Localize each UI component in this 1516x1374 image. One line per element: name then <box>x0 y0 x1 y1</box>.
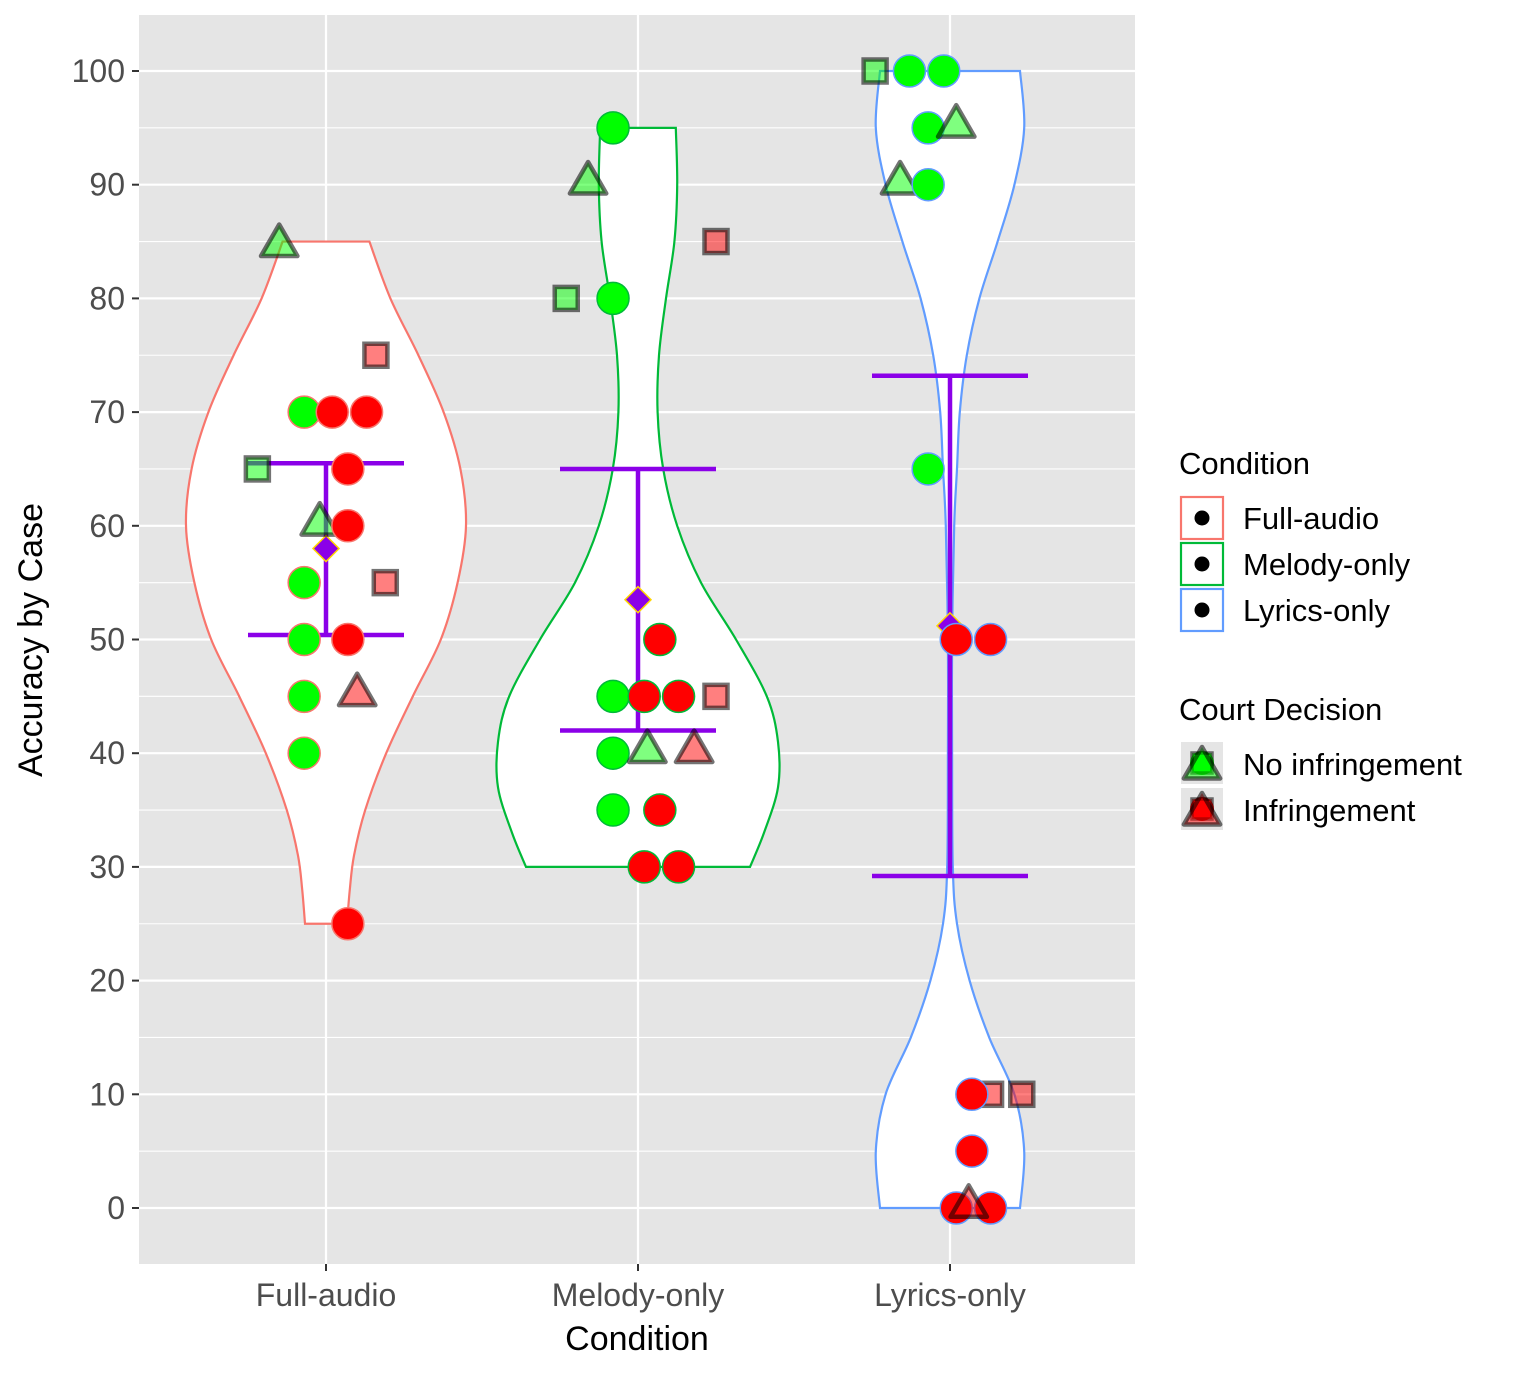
legend-label: Infringement <box>1243 793 1416 828</box>
x-tick-label: Full-audio <box>256 1277 397 1313</box>
data-point-circle <box>349 395 384 429</box>
data-point-circle <box>287 736 321 770</box>
data-point-circle <box>892 54 927 88</box>
legend-key-triangle <box>1181 744 1223 781</box>
data-point-square <box>243 455 272 483</box>
mean-marker <box>623 585 653 614</box>
x-axis-title: Condition <box>565 1320 709 1358</box>
y-tick-label: 50 <box>89 622 125 658</box>
legend-label: Melody-only <box>1243 547 1411 582</box>
legend-label: Lyrics-only <box>1243 593 1390 628</box>
data-point-circle <box>331 622 365 657</box>
data-point-square <box>1008 1080 1036 1109</box>
data-point-triangle <box>948 1183 990 1220</box>
data-point-square <box>552 284 580 313</box>
data-point-square <box>371 568 400 597</box>
y-tick-label: 0 <box>107 1190 125 1226</box>
data-point-circle <box>661 679 696 714</box>
y-tick-label: 60 <box>89 508 125 544</box>
x-tick-label: Melody-only <box>552 1277 725 1313</box>
data-point-triangle <box>626 728 668 765</box>
data-point-circle <box>596 793 630 827</box>
data-point-circle <box>596 679 630 714</box>
data-point-circle <box>955 1077 989 1112</box>
data-point-circle <box>627 850 661 884</box>
data-point-square <box>861 57 889 85</box>
legend-key-dot <box>1194 510 1210 526</box>
data-point-square <box>702 227 730 256</box>
mean-marker <box>311 534 341 563</box>
y-tick-label: 20 <box>89 963 125 999</box>
legend-key-dot <box>1194 602 1210 618</box>
data-point-circle <box>596 736 630 770</box>
data-points <box>243 54 1036 1225</box>
y-tick-label: 30 <box>89 849 125 885</box>
data-point-circle <box>287 622 321 657</box>
data-point-circle <box>315 395 349 429</box>
data-point-square <box>702 682 730 711</box>
y-tick-label: 80 <box>89 280 125 316</box>
data-point-circle <box>911 167 945 202</box>
legend-label: Full-audio <box>1243 501 1379 536</box>
data-point-circle <box>331 907 365 941</box>
data-point-triangle <box>258 222 300 259</box>
data-point-circle <box>643 622 677 657</box>
data-point-circle <box>955 1134 989 1168</box>
y-tick-label: 90 <box>89 167 125 203</box>
data-point-circle <box>927 54 961 88</box>
y-tick-label: 70 <box>89 394 125 430</box>
data-point-circle <box>287 679 321 714</box>
legend-key-triangle <box>1181 790 1223 827</box>
data-point-circle <box>287 395 321 429</box>
data-point-triangle <box>299 500 341 537</box>
legend: Condition Full-audio Melody-only Lyrics-on… <box>1179 446 1462 830</box>
legend-label: No infringement <box>1243 747 1462 782</box>
x-tick-label: Lyrics-only <box>874 1277 1026 1313</box>
data-point-circle <box>596 281 630 316</box>
legend-condition-items: Full-audio Melody-only Lyrics-only <box>1179 495 1411 633</box>
y-axis-title: Accuracy by Case <box>12 503 50 777</box>
data-point-circle <box>627 679 661 714</box>
legend-decision-title: Court Decision <box>1179 692 1382 727</box>
x-tick-labels: Full-audio Melody-only Lyrics-only <box>256 1264 1026 1313</box>
data-point-circle <box>911 111 945 145</box>
y-tick-label: 100 <box>72 53 125 89</box>
legend-key-dot <box>1194 556 1210 572</box>
data-point-triangle <box>336 671 378 708</box>
data-point-circle <box>331 509 365 543</box>
data-point-circle <box>643 793 677 827</box>
y-tick-label: 40 <box>89 735 125 771</box>
data-point-circle <box>331 452 365 486</box>
y-tick-label: 10 <box>89 1076 125 1112</box>
y-tick-labels: 0 10 20 30 40 50 60 70 80 90 100 <box>72 53 139 1226</box>
data-point-circle <box>287 565 321 600</box>
legend-decision-items: No infringement Infringement <box>1181 742 1462 830</box>
data-point-triangle <box>935 102 977 139</box>
data-point-circle <box>973 622 1008 657</box>
data-point-square <box>362 341 390 369</box>
data-point-circle <box>911 452 945 486</box>
data-point-triangle <box>673 728 715 765</box>
data-point-triangle <box>879 159 921 196</box>
data-point-triangle <box>567 159 609 196</box>
legend-condition-title: Condition <box>1179 446 1310 481</box>
data-point-circle <box>939 622 973 657</box>
data-point-circle <box>596 111 630 145</box>
data-point-circle <box>661 850 696 884</box>
